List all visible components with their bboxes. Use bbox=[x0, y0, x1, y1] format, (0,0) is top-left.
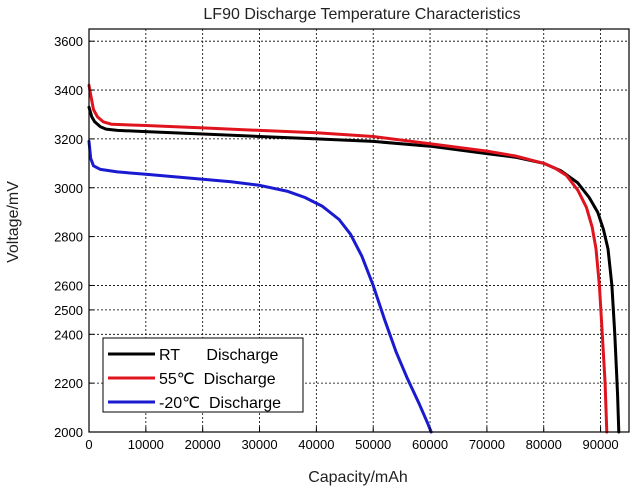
x-tick-label: 30000 bbox=[241, 437, 277, 452]
series-line-0 bbox=[87, 105, 621, 434]
series-line-1 bbox=[87, 83, 609, 434]
ticks: 0 10000 20000 30000 40000 50000 60000 70000 8000… bbox=[54, 34, 619, 452]
x-tick-label: 50000 bbox=[355, 437, 391, 452]
y-tick-label: 2400 bbox=[54, 327, 83, 342]
y-tick-label: 3600 bbox=[54, 34, 83, 49]
series-layer bbox=[87, 83, 621, 434]
chart-title: LF90 Discharge Temperature Characteristi… bbox=[203, 6, 520, 23]
legend: RT Discharge 55℃ Discharge -20℃ Discharge bbox=[102, 337, 304, 413]
legend-label-0: RT Discharge bbox=[159, 347, 279, 364]
y-tick-label: 2500 bbox=[54, 303, 83, 318]
x-tick-label: 40000 bbox=[298, 437, 334, 452]
y-tick-label: 3400 bbox=[54, 83, 83, 98]
legend-box bbox=[102, 337, 304, 413]
x-tick-label: 20000 bbox=[185, 437, 221, 452]
x-tick-label: 90000 bbox=[583, 437, 619, 452]
x-axis-label: Capacity/mAh bbox=[308, 469, 408, 486]
plot-frame bbox=[88, 28, 630, 433]
y-tick-label: 2600 bbox=[54, 278, 83, 293]
x-tick-label: 0 bbox=[85, 437, 92, 452]
y-tick-label: 2000 bbox=[54, 425, 83, 440]
grid bbox=[89, 29, 629, 432]
x-tick-label: 10000 bbox=[128, 437, 164, 452]
x-tick-label: 70000 bbox=[469, 437, 505, 452]
y-tick-label: 3000 bbox=[54, 181, 83, 196]
legend-label-1: 55℃ Discharge bbox=[159, 371, 276, 388]
y-tick-label: 3200 bbox=[54, 132, 83, 147]
y-tick-label: 2800 bbox=[54, 230, 83, 245]
x-tick-label: 60000 bbox=[412, 437, 448, 452]
x-tick-label: 80000 bbox=[526, 437, 562, 452]
y-axis-label: Voltage/mV bbox=[5, 181, 22, 263]
legend-label-2: -20℃ Discharge bbox=[159, 395, 281, 412]
series-line-2 bbox=[87, 139, 433, 434]
y-tick-label: 2200 bbox=[54, 376, 83, 391]
